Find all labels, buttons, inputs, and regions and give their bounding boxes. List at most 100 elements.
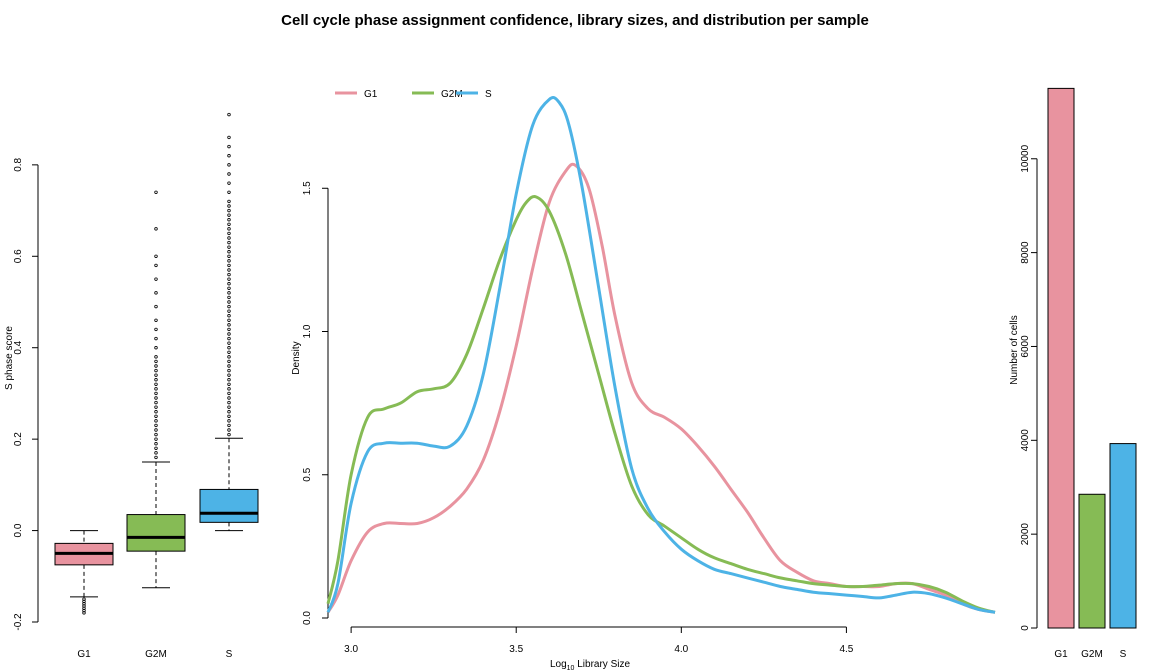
- density-x-tick-label: 3.0: [344, 644, 358, 655]
- outlier-point: [227, 135, 231, 140]
- outlier-point: [227, 112, 231, 117]
- boxplot-y-tick-label: 0.6: [13, 249, 24, 263]
- outlier-point: [227, 400, 231, 405]
- outlier-point: [154, 368, 158, 373]
- bar-g2m: [1078, 493, 1106, 629]
- outlier-point: [227, 204, 231, 208]
- barchart-y-tick-label: 8000: [1020, 241, 1031, 264]
- outlier-point: [227, 346, 231, 350]
- density-line-s: [326, 96, 996, 614]
- outlier-point: [227, 154, 231, 158]
- legend-item-g1: G1: [335, 89, 378, 100]
- boxplot-x-label-g2m: G2M: [145, 649, 167, 660]
- outlier-point: [154, 277, 158, 281]
- outlier-point: [154, 346, 158, 350]
- outlier-point: [227, 277, 231, 281]
- density-panel: 0.0 0.5 1.0 1.5 3.0 3.5 4.0 4.5 Density Log10 …: [291, 89, 996, 672]
- outlier-point: [154, 428, 158, 432]
- outlier-point: [227, 291, 231, 295]
- outlier-point: [154, 373, 158, 377]
- density-x-label: Log10 Library Size: [550, 659, 630, 672]
- density-line-g2m: [326, 195, 996, 614]
- barchart-bars: [1047, 87, 1137, 629]
- outlier-point: [227, 272, 231, 277]
- outlier-point: [227, 387, 231, 391]
- outlier-point: [154, 336, 158, 341]
- outlier-point: [227, 218, 231, 222]
- outlier-point: [154, 227, 158, 231]
- outlier-point: [227, 373, 231, 377]
- legend-item-g2m: G2M: [412, 89, 463, 100]
- outlier-point: [154, 327, 158, 332]
- figure-title: Cell cycle phase assignment confidence, …: [281, 12, 869, 29]
- outlier-point: [154, 359, 158, 364]
- outlier-point: [227, 144, 231, 149]
- outlier-point: [227, 282, 231, 286]
- outlier-point: [227, 240, 231, 245]
- outlier-point: [154, 405, 158, 409]
- outlier-point: [154, 419, 158, 423]
- barchart-y-tick-label: 0: [1020, 625, 1031, 631]
- barchart-y-tick-label: 4000: [1020, 429, 1031, 452]
- outlier-point: [154, 387, 158, 391]
- boxplot-y-tick-label: 0.0: [13, 523, 24, 537]
- outlier-point: [227, 300, 231, 304]
- outlier-point: [227, 419, 231, 423]
- outlier-point: [227, 391, 231, 396]
- box-g1: [54, 530, 114, 615]
- density-x-tick-label: 3.5: [509, 644, 523, 655]
- boxplot-x-labels: G1 G2M S: [77, 649, 232, 660]
- barchart-y-tick-label: 10000: [1020, 144, 1031, 172]
- outlier-point: [227, 245, 231, 249]
- density-y-tick-label: 0.0: [302, 611, 313, 625]
- outlier-point: [227, 268, 231, 272]
- outlier-point: [227, 304, 231, 309]
- density-y-ticks: 0.0 0.5 1.0 1.5: [302, 181, 328, 625]
- outlier-point: [227, 208, 231, 213]
- boxplot-y-tick-label: -0.2: [13, 613, 24, 631]
- outlier-point: [227, 295, 231, 300]
- outlier-point: [227, 428, 231, 432]
- outlier-point: [154, 190, 158, 194]
- density-x-tick-label: 4.5: [839, 644, 853, 655]
- outlier-point: [154, 451, 158, 455]
- outlier-point: [227, 286, 231, 290]
- outlier-point: [227, 254, 231, 258]
- boxplot-y-label: S phase score: [4, 326, 15, 390]
- boxplot-y-axis: -0.2 0.0 0.2 0.4 0.6 0.8: [13, 157, 39, 631]
- outlier-point: [154, 400, 158, 405]
- outlier-point: [154, 304, 158, 309]
- outlier-point: [227, 181, 231, 185]
- outlier-point: [227, 378, 231, 382]
- outlier-point: [227, 213, 231, 217]
- outlier-point: [154, 455, 158, 460]
- outlier-point: [154, 382, 158, 386]
- outlier-point: [227, 382, 231, 386]
- outlier-point: [227, 314, 231, 318]
- outlier-point: [227, 432, 231, 437]
- outlier-point: [154, 318, 158, 322]
- density-x-ticks: 3.0 3.5 4.0 4.5: [344, 627, 854, 655]
- outlier-point: [227, 163, 231, 167]
- boxplot-y-tick-label: 0.8: [13, 157, 24, 171]
- outlier-point: [82, 611, 86, 615]
- density-x-label-suffix: Library Size: [574, 659, 630, 670]
- boxplot-boxes: [54, 112, 259, 615]
- outlier-point: [227, 410, 231, 414]
- iqr-box: [199, 488, 259, 523]
- density-x-label-prefix: Log: [550, 659, 567, 670]
- boxplot-x-label-s: S: [226, 649, 233, 660]
- legend-label: G1: [364, 89, 378, 100]
- density-legend: G1 G2M S: [335, 89, 492, 100]
- barchart-y-label: Number of cells: [1009, 315, 1020, 384]
- iqr-box: [126, 514, 186, 552]
- density-y-tick-label: 1.0: [302, 324, 313, 338]
- bar-g1: [1047, 87, 1075, 629]
- density-series: [326, 96, 996, 614]
- outlier-point: [227, 231, 231, 236]
- outlier-point: [154, 355, 158, 359]
- barchart-x-label-g1: G1: [1054, 649, 1068, 660]
- outlier-point: [227, 318, 231, 322]
- outlier-point: [227, 323, 231, 327]
- outlier-point: [227, 405, 231, 409]
